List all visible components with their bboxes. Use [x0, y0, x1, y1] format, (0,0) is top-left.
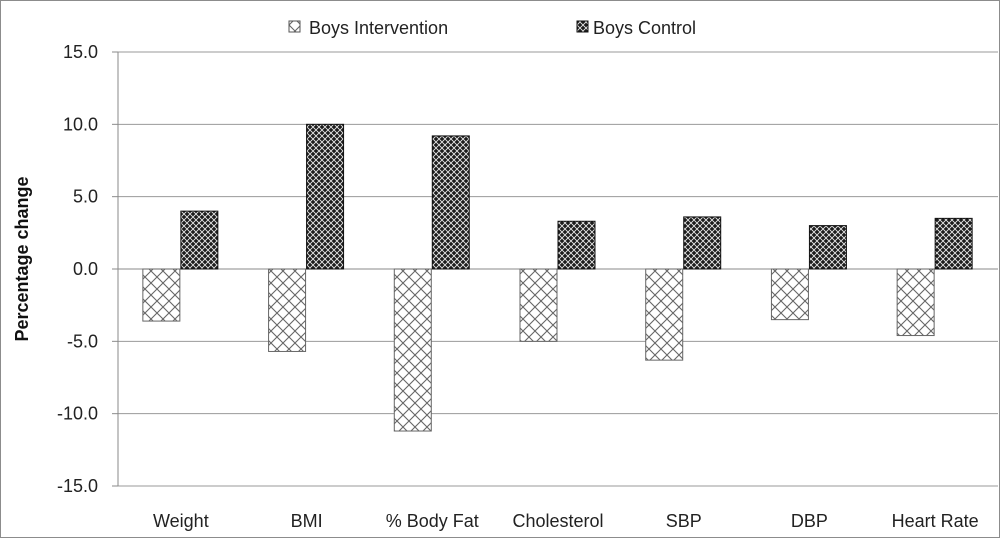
- y-tick-label: -5.0: [67, 331, 98, 351]
- x-tick-label: SBP: [666, 511, 702, 531]
- x-tick-label: BMI: [291, 511, 323, 531]
- y-tick-label: 15.0: [63, 42, 98, 62]
- y-tick-label: 10.0: [63, 114, 98, 134]
- gridlines: [118, 51, 998, 487]
- legend-swatch-intervention: [288, 20, 301, 33]
- x-tick-label: Cholesterol: [512, 511, 603, 531]
- y-axis-title: Percentage change: [12, 176, 32, 341]
- x-tick-label: % Body Fat: [386, 511, 479, 531]
- tick-labels: 15.0 10.0 5.0 0.0 -5.0 -10.0 -15.0 Weight BMI % B…: [57, 42, 979, 531]
- legend-label-intervention: Boys Intervention: [309, 18, 448, 38]
- y-tick-label: 0.0: [73, 259, 98, 279]
- bar-intervention: [268, 268, 307, 352]
- bar-intervention: [519, 268, 558, 342]
- y-tick-label: -10.0: [57, 404, 98, 424]
- bar-control: [180, 210, 219, 270]
- bar-intervention: [645, 268, 684, 361]
- bar-control: [431, 135, 470, 270]
- bar-control: [934, 217, 973, 270]
- bar-control: [306, 123, 345, 270]
- bar-intervention: [770, 268, 809, 321]
- x-tick-label: Heart Rate: [892, 511, 979, 531]
- bars: [142, 123, 973, 432]
- bar-intervention: [896, 268, 935, 337]
- y-tick-label: -15.0: [57, 476, 98, 496]
- y-tick-label: 5.0: [73, 187, 98, 207]
- bar-control: [557, 220, 596, 270]
- legend-label-control: Boys Control: [593, 18, 696, 38]
- legend-swatch-control: [576, 20, 589, 33]
- axes: [112, 51, 119, 487]
- legend: Boys Intervention Boys Control: [288, 18, 696, 38]
- bar-intervention: [142, 268, 181, 322]
- x-tick-label: DBP: [791, 511, 828, 531]
- bar-intervention: [393, 268, 432, 432]
- bar-control: [808, 225, 847, 270]
- bar-control: [683, 216, 722, 270]
- x-tick-label: Weight: [153, 511, 209, 531]
